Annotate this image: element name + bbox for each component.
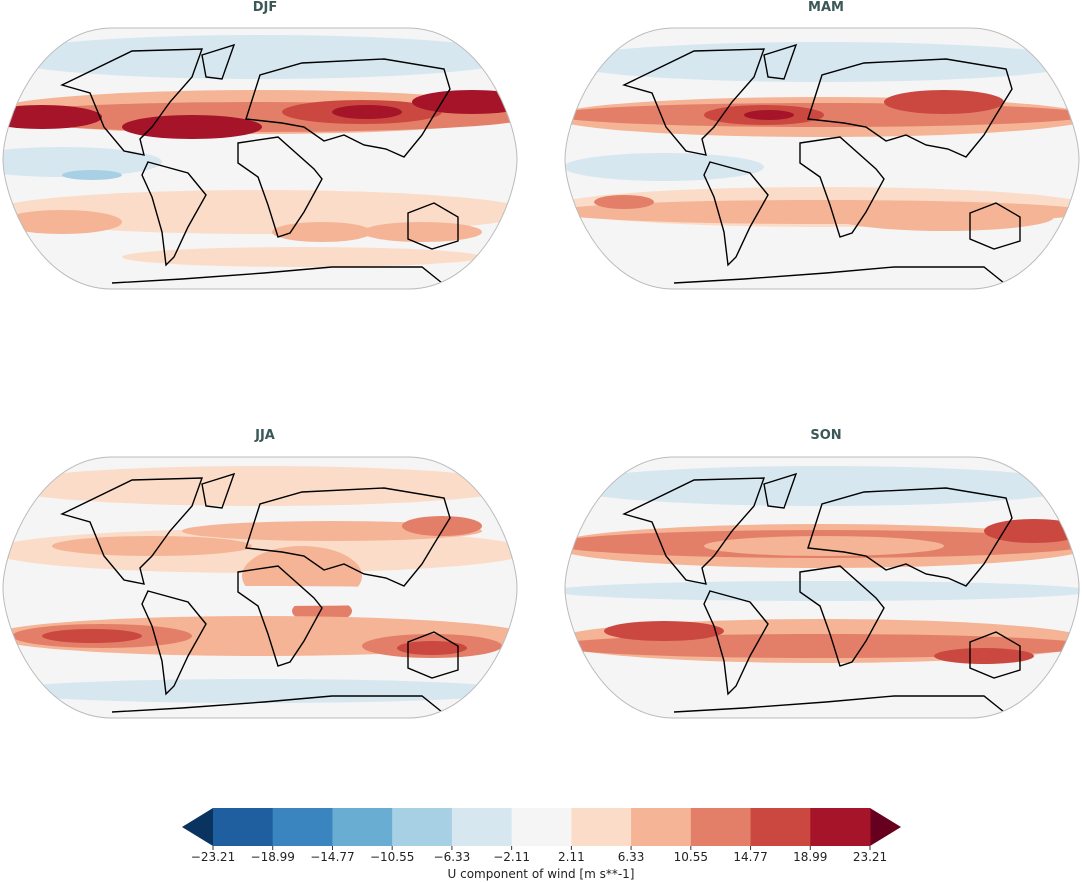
coastline bbox=[201, 43, 236, 80]
map-border bbox=[564, 27, 1080, 290]
wind-contour bbox=[52, 536, 252, 556]
map-border bbox=[564, 456, 1080, 719]
colorbar-tick-label: 23.21 bbox=[852, 850, 888, 864]
colorbar-segment bbox=[451, 808, 513, 846]
coastline bbox=[407, 631, 459, 679]
wind-contour bbox=[704, 536, 944, 556]
coastline bbox=[673, 266, 1005, 284]
wind-contour bbox=[565, 581, 1079, 601]
coastline bbox=[703, 590, 769, 696]
colorbar-segment bbox=[213, 808, 274, 846]
coastline bbox=[201, 472, 236, 509]
coastline bbox=[969, 631, 1021, 679]
colorbar-tick-label: −23.21 bbox=[190, 850, 236, 864]
map-mam bbox=[564, 27, 1080, 290]
colorbar-tick-label: 10.55 bbox=[673, 850, 708, 864]
colorbar-under-arrow bbox=[182, 808, 213, 846]
wind-contour bbox=[934, 648, 1034, 664]
map-border bbox=[2, 27, 518, 290]
map-border bbox=[2, 456, 518, 719]
wind-contour bbox=[884, 90, 1004, 114]
coastline bbox=[60, 48, 204, 156]
wind-contour bbox=[402, 516, 482, 536]
colorbar-tick-label: −18.99 bbox=[250, 850, 295, 864]
map-djf bbox=[2, 27, 518, 290]
colorbar-tick-label: 6.33 bbox=[617, 850, 645, 864]
coastline bbox=[703, 161, 769, 267]
coastline bbox=[807, 487, 1013, 587]
coastline bbox=[969, 202, 1021, 250]
wind-contour bbox=[604, 621, 724, 641]
coastline bbox=[237, 136, 323, 238]
coastline bbox=[141, 590, 207, 696]
map-son bbox=[564, 456, 1080, 719]
panel-title-djf: DJF bbox=[252, 0, 278, 15]
coastline bbox=[763, 472, 798, 509]
wind-contour bbox=[62, 170, 122, 180]
colorbar-tick-label: −2.11 bbox=[493, 850, 531, 864]
colorbar-segment bbox=[631, 808, 692, 846]
wind-contour bbox=[3, 190, 517, 234]
colorbar-label: U component of wind [m s**-1] bbox=[447, 867, 635, 881]
colorbar-over-arrow bbox=[870, 808, 901, 846]
panel-title-mam: MAM bbox=[808, 0, 844, 15]
wind-contour bbox=[42, 629, 142, 643]
wind-contour bbox=[3, 147, 162, 177]
colorbar-tick-label: 18.99 bbox=[793, 850, 828, 864]
wind-contour bbox=[594, 195, 654, 209]
coastline bbox=[60, 477, 204, 585]
coastline bbox=[407, 202, 459, 250]
colorbar-segment bbox=[571, 808, 632, 846]
colorbar-segment bbox=[332, 808, 393, 846]
wind-contour bbox=[744, 110, 794, 120]
wind-contour bbox=[3, 466, 517, 506]
wind-contour bbox=[122, 247, 482, 267]
colorbar-segment bbox=[272, 808, 333, 846]
colorbar bbox=[182, 808, 901, 850]
colorbar-tick-label: −6.33 bbox=[433, 850, 471, 864]
wind-contour bbox=[565, 153, 764, 181]
colorbar-segment bbox=[810, 808, 871, 846]
wind-contour bbox=[3, 679, 517, 703]
colorbar-tick-label: −10.55 bbox=[369, 850, 415, 864]
wind-contour bbox=[157, 120, 227, 134]
wind-contour bbox=[397, 641, 467, 655]
panel-title-son: SON bbox=[810, 428, 842, 443]
wind-contour bbox=[3, 210, 122, 234]
wind-contour bbox=[272, 222, 372, 242]
map-jja bbox=[2, 456, 518, 719]
wind-contour bbox=[565, 679, 1079, 703]
colorbar-segment bbox=[690, 808, 752, 846]
coastline bbox=[237, 565, 323, 667]
coastline bbox=[799, 136, 885, 238]
coastline bbox=[141, 161, 207, 267]
colorbar-tick-label: 2.11 bbox=[558, 850, 585, 864]
colorbar-segment bbox=[392, 808, 453, 846]
coastline bbox=[763, 43, 798, 80]
panel-title-jja: JJA bbox=[255, 428, 275, 443]
wind-contour bbox=[332, 105, 402, 119]
colorbar-tick-label: −14.77 bbox=[310, 850, 355, 864]
wind-contour bbox=[984, 519, 1079, 543]
wind-contour bbox=[3, 35, 517, 79]
colorbar-tick-label: 14.77 bbox=[733, 850, 768, 864]
wind-contour bbox=[362, 222, 482, 242]
coastline bbox=[111, 266, 443, 284]
coastline bbox=[245, 58, 451, 158]
coastline bbox=[807, 58, 1013, 158]
coastline bbox=[111, 695, 443, 713]
coastline bbox=[673, 695, 1005, 713]
wind-contour bbox=[3, 586, 517, 606]
coastline bbox=[245, 487, 451, 587]
coastline bbox=[622, 48, 766, 156]
wind-contour bbox=[834, 203, 1054, 231]
wind-contour bbox=[565, 466, 1079, 506]
coastline bbox=[622, 477, 766, 585]
colorbar-segment bbox=[511, 808, 572, 846]
colorbar-segment bbox=[750, 808, 811, 846]
coastline bbox=[799, 565, 885, 667]
